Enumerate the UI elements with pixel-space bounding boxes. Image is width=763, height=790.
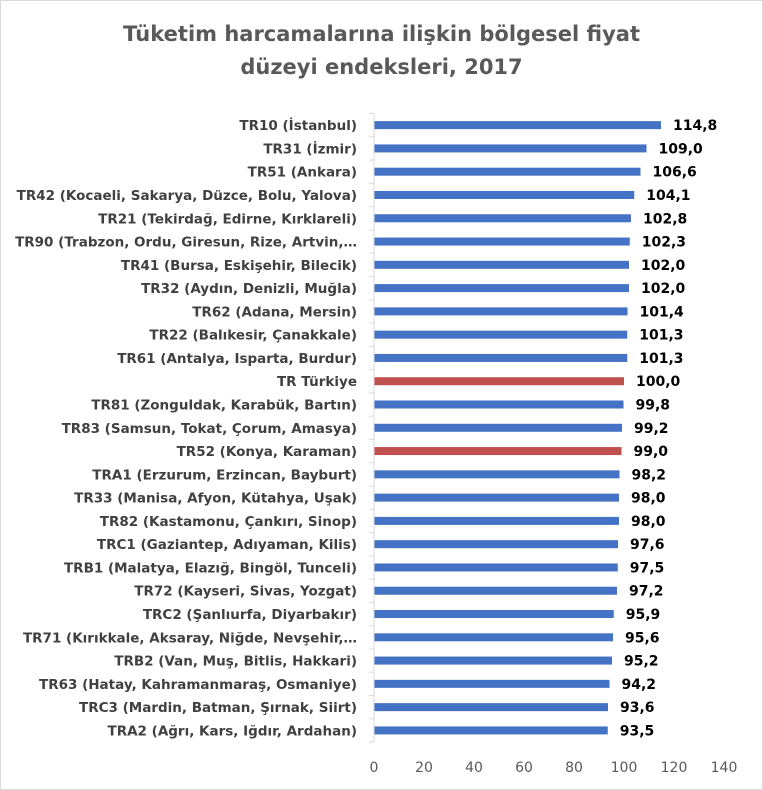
bar-5 xyxy=(374,214,631,223)
value-label: 93,5 xyxy=(620,723,655,739)
value-label: 93,6 xyxy=(620,700,655,716)
category-label: TR71 (Kırıkkale, Aksaray, Niğde, Nevşehi… xyxy=(23,630,357,646)
value-label: 98,0 xyxy=(631,491,666,507)
category-label: TR33 (Manisa, Afyon, Kütahya, Uşak) xyxy=(74,491,357,507)
value-label: 95,6 xyxy=(625,630,660,646)
value-label: 102,3 xyxy=(642,235,686,251)
category-label: TRA2 (Ağrı, Kars, Iğdır, Ardahan) xyxy=(108,723,358,739)
value-label: 97,2 xyxy=(629,584,664,600)
category-label: TRB1 (Malatya, Elazığ, Bingöl, Tunceli) xyxy=(64,560,357,576)
category-label: TR21 (Tekirdağ, Edirne, Kırklareli) xyxy=(98,211,357,227)
category-label: TRA1 (Erzurum, Erzincan, Bayburt) xyxy=(92,467,357,483)
bar-14 xyxy=(374,423,622,432)
value-label: 97,6 xyxy=(630,537,665,553)
bar-26 xyxy=(374,703,608,712)
bar-3 xyxy=(374,167,641,176)
bar-22 xyxy=(374,610,614,619)
bar-13 xyxy=(374,400,624,409)
bar-21 xyxy=(374,586,617,595)
category-labels-group: TR10 (İstanbul) TR31 (İzmir) TR51 (Ankara)… xyxy=(15,117,357,739)
value-label: 99,0 xyxy=(634,444,669,460)
x-tick-label: 140 xyxy=(711,760,738,776)
value-axis: 0 20 40 60 80 100 120 140 xyxy=(369,113,738,776)
category-label: TR62 (Adana, Mersin) xyxy=(192,304,357,320)
category-label: TR61 (Antalya, Isparta, Burdur) xyxy=(117,351,357,367)
value-labels-group: 114,8 109,0 106,6 104,1 102,8 102,3 102,0 102,0… xyxy=(620,118,718,739)
value-label: 101,3 xyxy=(639,328,683,344)
category-label: TR41 (Bursa, Eskişehir, Bilecik) xyxy=(121,258,357,274)
category-label: TR63 (Hatay, Kahramanmaraş, Osmaniye) xyxy=(39,677,357,693)
value-label: 99,2 xyxy=(634,421,669,437)
bar-12 xyxy=(374,377,624,386)
chart-title-line-1: Tüketim harcamalarına ilişkin bölgesel f… xyxy=(122,22,641,46)
bars-group xyxy=(374,121,661,735)
value-label: 102,0 xyxy=(641,258,686,274)
category-label: TR51 (Ankara) xyxy=(248,165,357,181)
category-label: TRC3 (Mardin, Batman, Şırnak, Siirt) xyxy=(79,700,357,716)
category-label: TR10 (İstanbul) xyxy=(239,117,357,134)
bar-23 xyxy=(374,633,613,642)
category-label: TR42 (Kocaeli, Sakarya, Düzce, Bolu, Yal… xyxy=(17,188,357,204)
bar-1 xyxy=(374,121,661,130)
category-label: TR22 (Balıkesir, Çanakkale) xyxy=(149,328,357,344)
value-label: 114,8 xyxy=(673,118,717,134)
bar-19 xyxy=(374,540,618,549)
value-label: 94,2 xyxy=(622,677,657,693)
bar-25 xyxy=(374,679,610,688)
bar-9 xyxy=(374,307,628,316)
x-tick-label: 0 xyxy=(370,760,379,776)
x-tick-label: 40 xyxy=(465,760,483,776)
value-label: 95,2 xyxy=(624,654,659,670)
value-label: 101,3 xyxy=(639,351,683,367)
category-label: TRC2 (Şanlıurfa, Diyarbakır) xyxy=(143,607,357,623)
value-label: 99,8 xyxy=(636,398,671,414)
x-tick-label: 60 xyxy=(515,760,533,776)
category-label: TR31 (İzmir) xyxy=(263,140,357,157)
value-label: 100,0 xyxy=(636,374,681,390)
bar-10 xyxy=(374,330,628,339)
category-label: TR Türkiye xyxy=(277,374,357,390)
x-tick-label: 20 xyxy=(415,760,433,776)
value-label: 98,0 xyxy=(631,514,666,530)
chart-title: Tüketim harcamalarına ilişkin bölgesel f… xyxy=(0,18,763,84)
value-label: 97,5 xyxy=(630,560,665,576)
bar-27 xyxy=(374,726,608,735)
category-label: TR32 (Aydın, Denizli, Muğla) xyxy=(141,281,357,297)
category-label: TR81 (Zonguldak, Karabük, Bartın) xyxy=(91,398,357,414)
value-label: 109,0 xyxy=(659,141,704,157)
bar-11 xyxy=(374,353,628,362)
x-tick-label: 100 xyxy=(611,760,638,776)
value-label: 104,1 xyxy=(646,188,690,204)
category-label: TR90 (Trabzon, Ordu, Giresun, Rize, Artv… xyxy=(15,235,357,251)
bar-4 xyxy=(374,190,635,199)
value-label: 95,9 xyxy=(626,607,661,623)
bar-6 xyxy=(374,237,630,246)
bar-18 xyxy=(374,516,619,525)
value-label: 98,2 xyxy=(632,467,667,483)
bar-2 xyxy=(374,144,647,153)
category-label: TR72 (Kayseri, Sivas, Yozgat) xyxy=(134,584,357,600)
bar-16 xyxy=(374,470,620,479)
value-label: 102,8 xyxy=(643,211,687,227)
category-label: TR52 (Konya, Karaman) xyxy=(177,444,357,460)
category-label: TR82 (Kastamonu, Çankırı, Sinop) xyxy=(100,514,357,530)
x-tick-label: 80 xyxy=(565,760,583,776)
bar-7 xyxy=(374,260,629,269)
category-label: TR83 (Samsun, Tokat, Çorum, Amasya) xyxy=(62,421,357,437)
bar-24 xyxy=(374,656,612,665)
value-label: 102,0 xyxy=(641,281,686,297)
value-label: 106,6 xyxy=(653,165,697,181)
x-tick-label: 120 xyxy=(661,760,688,776)
bar-8 xyxy=(374,284,629,293)
category-label: TRC1 (Gaziantep, Adıyaman, Kilis) xyxy=(97,537,357,553)
chart-title-line-2: düzeyi endeksleri, 2017 xyxy=(240,55,523,79)
bar-20 xyxy=(374,563,618,572)
bar-17 xyxy=(374,493,619,502)
bar-15 xyxy=(374,447,622,456)
category-label: TRB2 (Van, Muş, Bitlis, Hakkari) xyxy=(114,654,357,670)
value-label: 101,4 xyxy=(640,304,685,320)
